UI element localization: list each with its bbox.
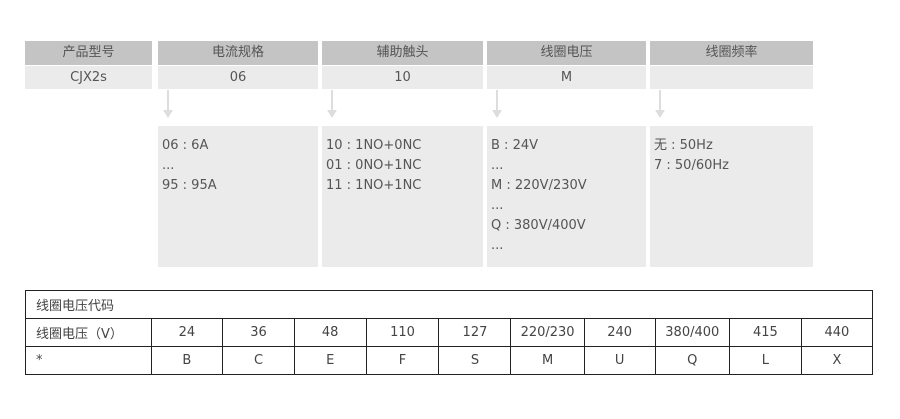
table-cell: F — [365, 346, 440, 375]
details-aux-contact: 10 : 1NO+0NC 01 : 0NO+1NC 11 : 1NO+1NC — [322, 126, 483, 267]
value-aux-contact: 10 — [322, 66, 483, 89]
detail-line: Q : 380V/400V — [491, 218, 586, 233]
table-row-code: * B C E F S M U Q L X — [25, 346, 874, 375]
header-aux-contact: 辅助触头 — [322, 41, 483, 65]
table-cell: 220/230 — [510, 318, 585, 347]
table-cell: S — [438, 346, 512, 375]
table-cell: Q — [654, 346, 730, 375]
detail-line: 06 : 6A — [162, 138, 209, 153]
value-coil-frequency — [650, 66, 813, 89]
arrow-down-icon — [163, 90, 173, 118]
value-current-spec: 06 — [158, 66, 318, 89]
header-current-spec: 电流规格 — [158, 41, 318, 65]
table-cell: X — [800, 346, 874, 375]
detail-line: ... — [491, 238, 504, 253]
arrow-down-icon — [327, 90, 337, 118]
value-product-model: CJX2s — [25, 66, 152, 89]
table-cell: 240 — [583, 318, 656, 347]
table-cell: 380/400 — [654, 318, 730, 347]
arrow-down-icon — [492, 90, 502, 118]
table-cell: B — [150, 346, 224, 375]
details-coil-frequency: 无 : 50Hz 7 : 50/60Hz — [650, 126, 813, 267]
table-cell: 48 — [293, 318, 367, 347]
detail-line: 11 : 1NO+1NC — [326, 178, 422, 193]
table-row-voltage: 线圈电压（V） 24 36 48 110 127 220/230 240 380/400 415 4… — [25, 318, 874, 347]
table-cell: 127 — [438, 318, 512, 347]
detail-line: 10 : 1NO+0NC — [326, 138, 422, 153]
detail-line: 7 : 50/60Hz — [654, 158, 729, 173]
header-product-model: 产品型号 — [25, 41, 152, 65]
arrow-down-icon — [655, 90, 665, 118]
table-cell: 线圈电压（V） — [25, 318, 152, 347]
table-cell: 440 — [800, 318, 874, 347]
value-coil-voltage: M — [487, 66, 646, 89]
header-coil-frequency: 线圈频率 — [650, 41, 813, 65]
details-current-spec: 06 : 6A ... 95 : 95A — [158, 126, 318, 267]
detail-line: ... — [491, 158, 504, 173]
table-cell: * — [25, 346, 152, 375]
table-cell: M — [510, 346, 585, 375]
header-coil-voltage: 线圈电压 — [487, 41, 646, 65]
table-title: 线圈电压代码 — [25, 290, 873, 319]
table-cell: C — [222, 346, 295, 375]
detail-line: B : 24V — [491, 138, 538, 153]
table-cell: E — [293, 346, 367, 375]
coil-voltage-code-table: 线圈电压代码 线圈电压（V） 24 36 48 110 127 220/230 240 380/… — [25, 290, 874, 375]
table-cell: 36 — [222, 318, 295, 347]
table-cell: 24 — [150, 318, 224, 347]
detail-line: 无 : 50Hz — [654, 138, 713, 153]
table-cell: 415 — [728, 318, 802, 347]
table-cell: 110 — [365, 318, 440, 347]
detail-line: ... — [162, 158, 175, 173]
detail-line: 01 : 0NO+1NC — [326, 158, 422, 173]
table-cell: U — [583, 346, 656, 375]
details-coil-voltage: B : 24V ... M : 220V/230V ... Q : 380V/4… — [487, 126, 646, 267]
detail-line: 95 : 95A — [162, 178, 217, 193]
detail-line: M : 220V/230V — [491, 178, 587, 193]
table-cell: L — [728, 346, 802, 375]
detail-line: ... — [491, 198, 504, 213]
